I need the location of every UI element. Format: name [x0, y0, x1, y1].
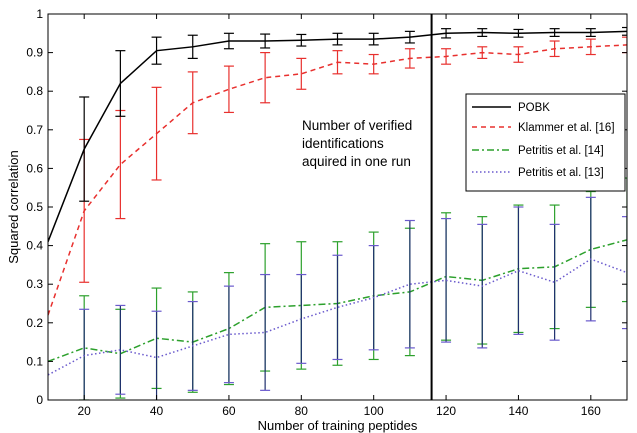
- x-axis-label: Number of training peptides: [258, 418, 418, 433]
- y-tick-label: 0.1: [26, 354, 43, 368]
- legend-label-petritis-14: Petritis et al. [14]: [518, 145, 604, 157]
- x-tick-label: 20: [78, 404, 92, 418]
- annotation-line-3: aquired in one run: [302, 154, 411, 169]
- x-tick-label: 80: [295, 404, 309, 418]
- y-tick-label: 0: [36, 393, 43, 407]
- annotation-line-2: identifications: [302, 136, 384, 151]
- legend-label-petritis-13: Petritis et al. [13]: [518, 167, 604, 179]
- y-tick-label: 0.3: [26, 277, 43, 291]
- series-line: [48, 44, 627, 316]
- axes: 20 40 60 80 100 120 140 160 0 0.1 0.2 0.3 0.4 0.5 0.6 0…: [26, 7, 627, 418]
- x-tick-label: 40: [150, 404, 164, 418]
- y-axis-label: Squared correlation: [6, 150, 21, 263]
- annotation-line-1: Number of verified: [302, 118, 412, 133]
- x-tick-label: 140: [508, 404, 528, 418]
- plot-frame: [47, 13, 628, 401]
- y-tick-label: 0.5: [26, 200, 43, 214]
- series-line: [48, 258, 627, 376]
- y-tick-label: 1: [36, 7, 43, 21]
- x-tick-label: 60: [222, 404, 236, 418]
- x-tick-label: 100: [364, 404, 384, 418]
- series-line: [48, 30, 627, 243]
- y-tick-label: 0.4: [26, 239, 43, 253]
- y-tick-label: 0.6: [26, 161, 43, 175]
- legend-label-pobk: POBK: [518, 102, 550, 114]
- y-tick-label: 0.2: [26, 316, 43, 330]
- legend-box: [465, 93, 626, 192]
- series-0: [48, 26, 627, 243]
- x-tick-label: 160: [581, 404, 601, 418]
- y-tick-label: 0.8: [26, 84, 43, 98]
- legend: POBK Klammer et al. [16] Petritis et al.…: [465, 93, 626, 192]
- x-tick-label: 120: [436, 404, 456, 418]
- y-tick-label: 0.7: [26, 123, 43, 137]
- legend-label-klammer: Klammer et al. [16]: [518, 122, 615, 134]
- series-3: [48, 196, 627, 400]
- y-tick-label: 0.9: [26, 46, 43, 60]
